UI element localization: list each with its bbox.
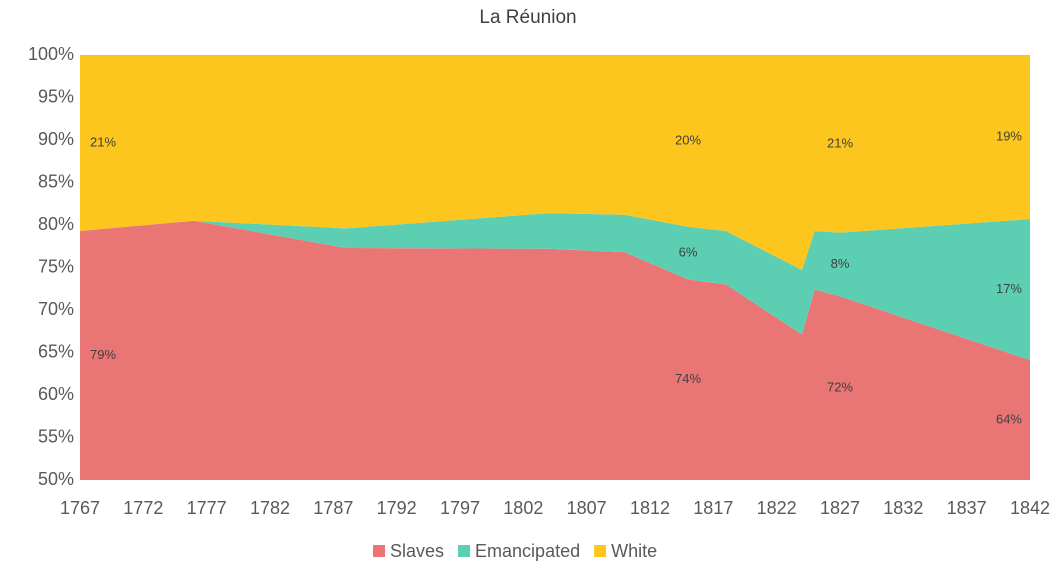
- data-label: 64%: [996, 412, 1022, 427]
- x-tick-label: 1817: [693, 498, 733, 518]
- x-tick-label: 1787: [313, 498, 353, 518]
- y-tick-label: 100%: [28, 44, 74, 64]
- y-tick-label: 65%: [38, 341, 74, 361]
- data-label: 21%: [90, 134, 116, 149]
- y-tick-label: 80%: [38, 214, 74, 234]
- data-label: 20%: [675, 132, 701, 147]
- legend-label: Emancipated: [475, 541, 580, 561]
- x-tick-label: 1792: [377, 498, 417, 518]
- legend-label: White: [611, 541, 657, 561]
- plot-area: [80, 55, 1030, 480]
- x-tick-label: 1797: [440, 498, 480, 518]
- x-tick-label: 1782: [250, 498, 290, 518]
- y-tick-label: 95%: [38, 86, 74, 106]
- data-label: 72%: [827, 380, 853, 395]
- legend-swatch: [458, 545, 471, 557]
- x-tick-label: 1822: [757, 498, 797, 518]
- y-tick-label: 85%: [38, 171, 74, 191]
- data-label: 74%: [675, 371, 701, 386]
- x-tick-label: 1807: [567, 498, 607, 518]
- data-label: 6%: [679, 244, 698, 259]
- x-tick-label: 1802: [503, 498, 543, 518]
- x-tick-label: 1832: [883, 498, 923, 518]
- legend-swatch: [594, 545, 607, 557]
- y-tick-label: 70%: [38, 299, 74, 319]
- x-tick-label: 1772: [123, 498, 163, 518]
- y-tick-label: 90%: [38, 129, 74, 149]
- y-tick-label: 55%: [38, 426, 74, 446]
- y-tick-label: 50%: [38, 469, 74, 489]
- y-tick-label: 60%: [38, 384, 74, 404]
- y-tick-label: 75%: [38, 256, 74, 276]
- x-tick-label: 1812: [630, 498, 670, 518]
- data-label: 19%: [996, 128, 1022, 143]
- area: [80, 55, 1030, 271]
- data-label: 79%: [90, 347, 116, 362]
- data-label: 17%: [996, 281, 1022, 296]
- legend-label: Slaves: [390, 541, 444, 561]
- x-tick-label: 1767: [60, 498, 100, 518]
- area: [80, 213, 1030, 361]
- data-label: 8%: [831, 256, 850, 271]
- legend-swatch: [373, 545, 385, 557]
- chart-title: La Réunion: [479, 7, 576, 28]
- x-tick-label: 1842: [1010, 498, 1050, 518]
- x-tick-label: 1827: [820, 498, 860, 518]
- x-tick-label: 1837: [947, 498, 987, 518]
- data-label: 21%: [827, 135, 853, 150]
- area: [80, 220, 1030, 480]
- x-tick-label: 1777: [187, 498, 227, 518]
